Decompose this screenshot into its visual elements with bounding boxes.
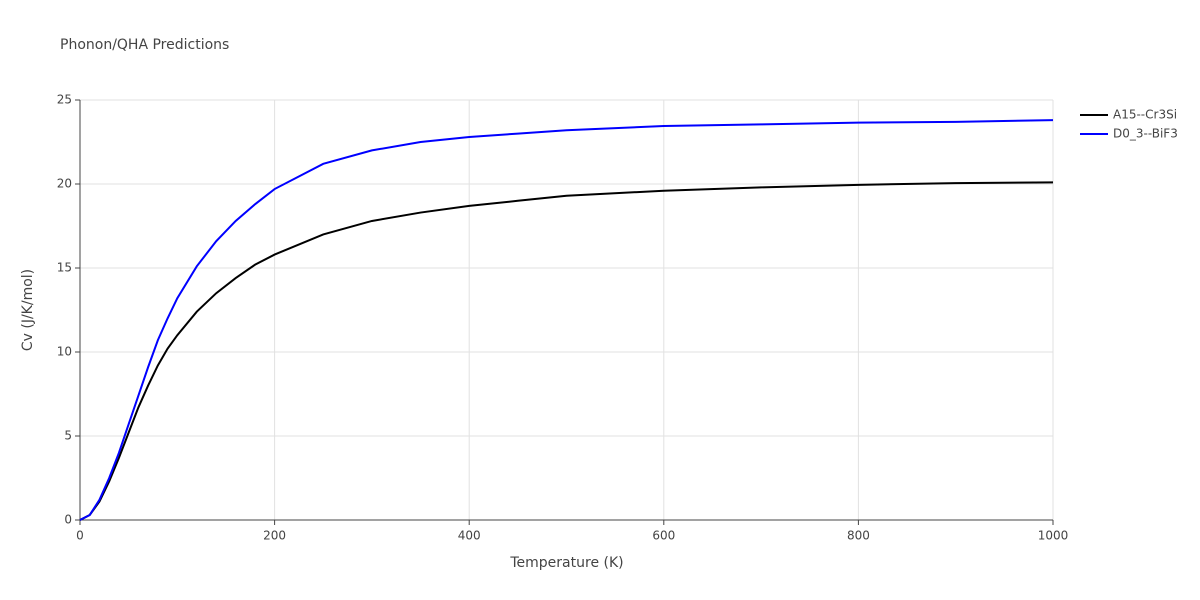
y-tick-label: 25 bbox=[57, 93, 72, 107]
series-line bbox=[79, 181, 1054, 521]
series-line bbox=[79, 119, 1054, 521]
x-axis-label: Temperature (K) bbox=[509, 555, 623, 571]
x-tick-label: 400 bbox=[458, 529, 481, 543]
y-tick-label: 20 bbox=[57, 177, 72, 191]
y-tick-label: 5 bbox=[64, 429, 72, 443]
x-tick-label: 800 bbox=[847, 529, 870, 543]
legend-label: A15--Cr3Si bbox=[1113, 108, 1177, 122]
y-tick-label: 15 bbox=[57, 261, 72, 275]
x-tick-label: 0 bbox=[76, 529, 84, 543]
x-tick-label: 600 bbox=[652, 529, 675, 543]
x-tick-label: 200 bbox=[263, 529, 286, 543]
y-tick-label: 0 bbox=[64, 513, 72, 527]
chart-title: Phonon/QHA Predictions bbox=[60, 37, 229, 53]
y-tick-label: 10 bbox=[57, 345, 72, 359]
y-axis-label: Cv (J/K/mol) bbox=[20, 269, 36, 351]
x-tick-label: 1000 bbox=[1038, 529, 1069, 543]
legend-label: D0_3--BiF3 bbox=[1113, 127, 1178, 141]
